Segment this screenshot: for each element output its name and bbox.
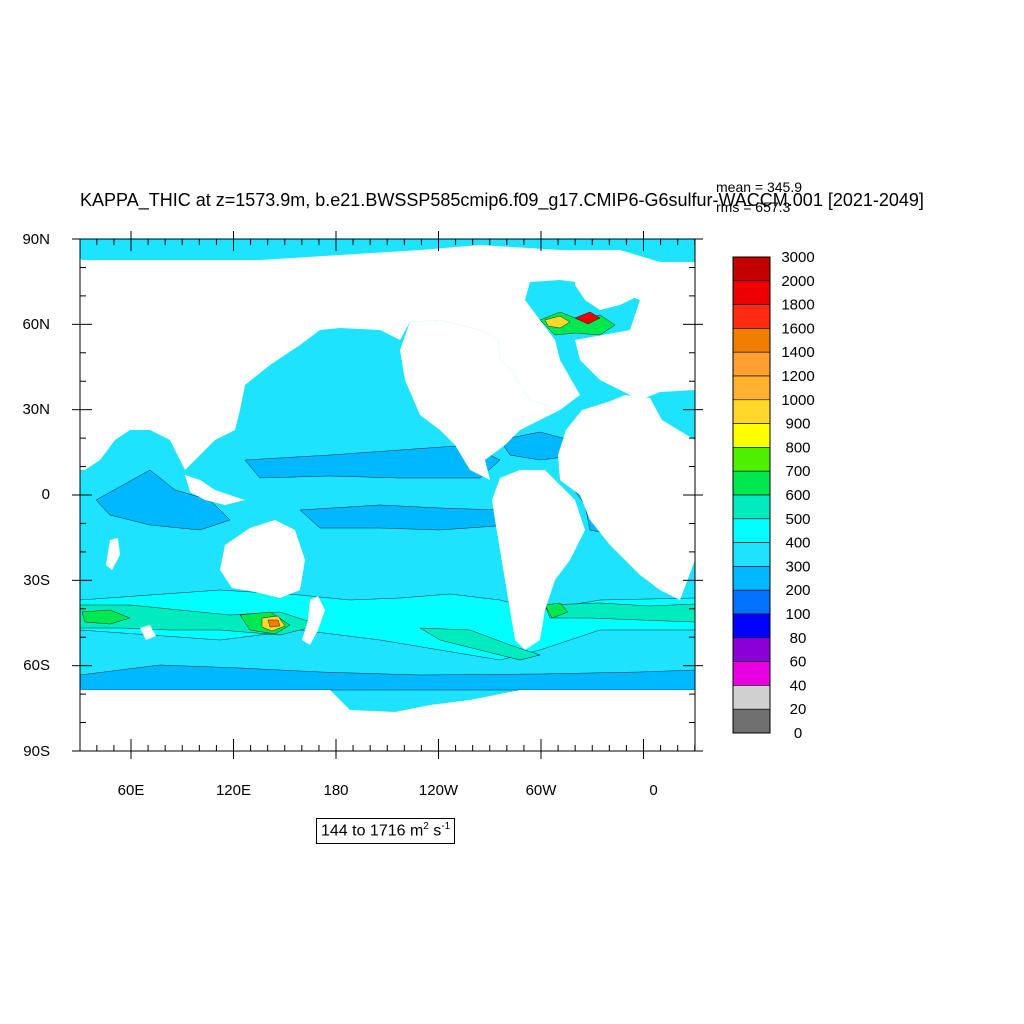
colorbar-swatch bbox=[732, 613, 771, 639]
colorbar-label: 1600 bbox=[781, 320, 814, 337]
colorbar-label: 1400 bbox=[781, 344, 814, 361]
colorbar-swatch bbox=[732, 447, 771, 472]
colorbar-label: 2000 bbox=[781, 273, 814, 290]
eurasia bbox=[80, 245, 695, 470]
colorbar-swatch bbox=[732, 637, 771, 662]
greenland bbox=[575, 258, 650, 310]
colorbar-swatch bbox=[732, 566, 771, 591]
mean-stat: mean = 345.9 bbox=[716, 179, 803, 195]
range-exponent-minus1: -1 bbox=[441, 821, 451, 832]
plot-title: KAPPA_THIC at z=1573.9m, b.e21.BWSSP585c… bbox=[80, 190, 924, 210]
axis-ticks bbox=[72, 231, 703, 759]
lat-label: 30S bbox=[23, 572, 50, 589]
tropical-pacific-north-band bbox=[244, 444, 501, 479]
colorbar-swatch bbox=[732, 589, 771, 615]
kerguelen-islands bbox=[140, 625, 156, 640]
southern-ocean-mid-band bbox=[80, 589, 695, 661]
argentine-basin-patch bbox=[544, 602, 569, 619]
labrador-sea-hotspot bbox=[544, 315, 571, 329]
colorbar-label: 20 bbox=[790, 701, 807, 718]
colorbar-swatch bbox=[732, 351, 771, 377]
colorbar-label: 200 bbox=[785, 582, 810, 599]
tasman-hotspot-core bbox=[267, 619, 281, 628]
drake-passage-high-band bbox=[419, 627, 541, 661]
colorbar-label: 80 bbox=[790, 630, 807, 647]
colorbar-label: 700 bbox=[785, 463, 810, 480]
southern-edge-band bbox=[80, 664, 695, 691]
lat-label: 90S bbox=[23, 743, 50, 760]
colorbar-swatch bbox=[732, 518, 771, 543]
south-atlantic-high-band bbox=[544, 602, 695, 623]
colorbar-swatch bbox=[732, 661, 771, 686]
lon-label: 180 bbox=[323, 782, 348, 799]
range-text: 144 to 1716 m bbox=[321, 822, 424, 840]
lat-label: 30N bbox=[22, 401, 50, 418]
colorbar-swatch bbox=[732, 280, 771, 305]
colorbar-label: 0 bbox=[794, 725, 802, 742]
colorbar-swatch bbox=[732, 375, 771, 401]
colorbar-label: 400 bbox=[785, 535, 810, 552]
antarctica bbox=[80, 690, 695, 751]
colorbar-swatch bbox=[732, 399, 771, 424]
indian-green-patch bbox=[81, 609, 131, 625]
indonesia bbox=[185, 475, 245, 505]
lon-label: 60W bbox=[526, 782, 558, 799]
colorbar-label: 1800 bbox=[781, 297, 814, 314]
madagascar bbox=[106, 538, 120, 570]
colorbar-label: 100 bbox=[785, 606, 810, 623]
colorbar-swatch bbox=[732, 685, 771, 710]
colorbar-label: 800 bbox=[785, 439, 810, 456]
north-america bbox=[400, 320, 560, 480]
colorbar-swatch bbox=[732, 423, 771, 448]
colorbar-label: 300 bbox=[785, 558, 810, 575]
colorbar-label: 60 bbox=[790, 654, 807, 671]
lon-label: 60E bbox=[118, 782, 145, 799]
colorbar-label: 3000 bbox=[781, 249, 814, 266]
colorbar-label: 1200 bbox=[781, 368, 814, 385]
colorbar-swatch bbox=[732, 328, 771, 353]
colorbar-swatch bbox=[732, 256, 771, 282]
map-field bbox=[80, 239, 695, 751]
colorbar-swatch bbox=[732, 470, 771, 496]
lat-label: 90N bbox=[22, 231, 50, 248]
colorbar-label: 900 bbox=[785, 416, 810, 433]
rms-stat: rms = 657.3 bbox=[716, 199, 791, 215]
lon-label: 0 bbox=[649, 782, 657, 799]
south-america bbox=[492, 470, 585, 650]
lon-label: 120W bbox=[419, 782, 459, 799]
colorbar-label: 600 bbox=[785, 487, 810, 504]
europe-gap bbox=[80, 258, 90, 280]
lon-label: 120E bbox=[216, 782, 251, 799]
lat-label: 60N bbox=[22, 316, 50, 333]
new-zealand bbox=[302, 596, 325, 645]
colorbar-swatch bbox=[732, 494, 771, 520]
africa bbox=[558, 395, 695, 600]
longitude-axis: 60E 120E 180 120W 60W 0 bbox=[118, 782, 658, 799]
colorbar-swatch bbox=[732, 304, 771, 329]
lat-label: 60S bbox=[23, 657, 50, 674]
latitude-axis: 90N 60N 30N 0 30S 60S 90S bbox=[22, 231, 50, 760]
range-unit-s: s bbox=[428, 822, 442, 840]
colorbar-frame bbox=[732, 256, 771, 734]
value-range-box: 144 to 1716 m2 s-1 bbox=[316, 818, 456, 845]
colorbar-label: 1000 bbox=[781, 392, 814, 409]
colorbar-label: 500 bbox=[785, 511, 810, 528]
colorbar-label: 40 bbox=[790, 677, 807, 694]
range-exponent-2: 2 bbox=[423, 821, 429, 832]
lat-label: 0 bbox=[42, 486, 50, 503]
colorbar-swatch bbox=[732, 542, 771, 567]
colorbar-swatch bbox=[732, 708, 771, 734]
tropical-indian-band bbox=[95, 469, 231, 531]
australia bbox=[220, 520, 305, 598]
colorbar: 3000200018001600140012001000900800700600… bbox=[732, 249, 815, 742]
irminger-sea-hotspot bbox=[574, 311, 601, 325]
landmasses bbox=[80, 245, 695, 751]
